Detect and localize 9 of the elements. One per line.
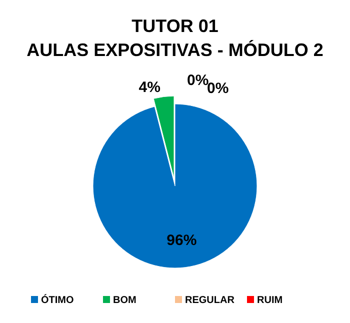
text: 0% <box>207 80 229 97</box>
data-label: 4% <box>138 78 160 96</box>
text: 0% <box>187 72 209 89</box>
legend-label: REGULAR <box>185 295 236 306</box>
chart-title: TUTOR 01 AULAS EXPOSITIVAS - MÓDULO 2 <box>26 16 324 60</box>
legend-label: BOM <box>113 295 136 306</box>
data-label: 96% <box>166 232 197 249</box>
legend-label: RUIM <box>257 295 283 306</box>
legend-label: ÓTIMO <box>41 294 74 306</box>
